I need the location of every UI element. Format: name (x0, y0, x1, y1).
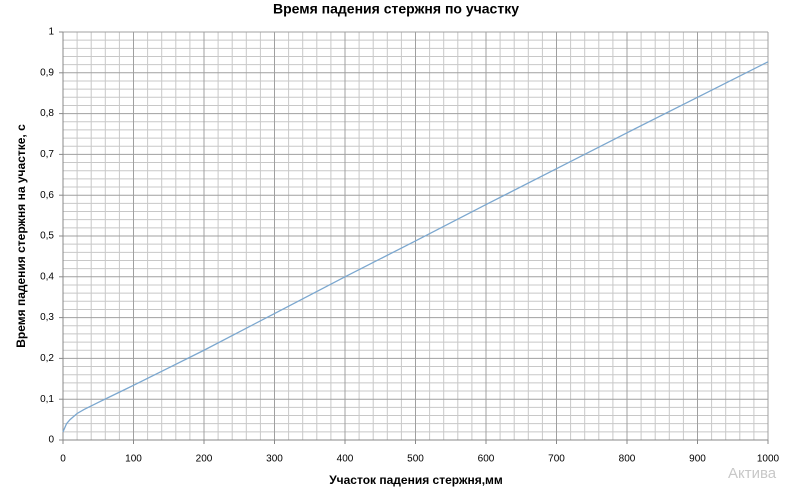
y-axis-label: Время падения стержня на участке, с (14, 124, 28, 348)
watermark: Актива (728, 465, 777, 482)
x-tick-label: 1000 (757, 454, 780, 465)
x-tick-label: 700 (548, 454, 565, 465)
y-tick-label: 0,2 (40, 353, 54, 364)
y-tick-label: 0,8 (40, 108, 54, 119)
data-line (62, 61, 769, 433)
y-tick-label: 0 (48, 435, 54, 446)
x-tick-label: 0 (60, 454, 66, 465)
x-tick-label: 400 (337, 454, 354, 465)
y-tick-label: 0,7 (40, 149, 54, 160)
y-tick-label: 1 (48, 27, 54, 38)
x-tick-label: 200 (196, 454, 213, 465)
x-axis-label: Участок падения стержня,мм (329, 473, 503, 487)
x-tick-label: 500 (407, 454, 424, 465)
y-tick-label: 0,5 (40, 231, 54, 242)
chart-title: Время падения стержня по участку (273, 1, 519, 17)
y-tick-label: 0,3 (40, 312, 54, 323)
y-tick-label: 0,4 (40, 271, 54, 282)
x-tick-label: 900 (689, 454, 706, 465)
x-tick-label: 100 (125, 454, 142, 465)
y-tick-label: 0,1 (40, 394, 54, 405)
x-tick-label: 800 (619, 454, 636, 465)
x-tick-label: 300 (266, 454, 283, 465)
x-tick-label: 600 (478, 454, 495, 465)
y-tick-label: 0,6 (40, 190, 54, 201)
y-tick-label: 0,9 (40, 67, 54, 78)
